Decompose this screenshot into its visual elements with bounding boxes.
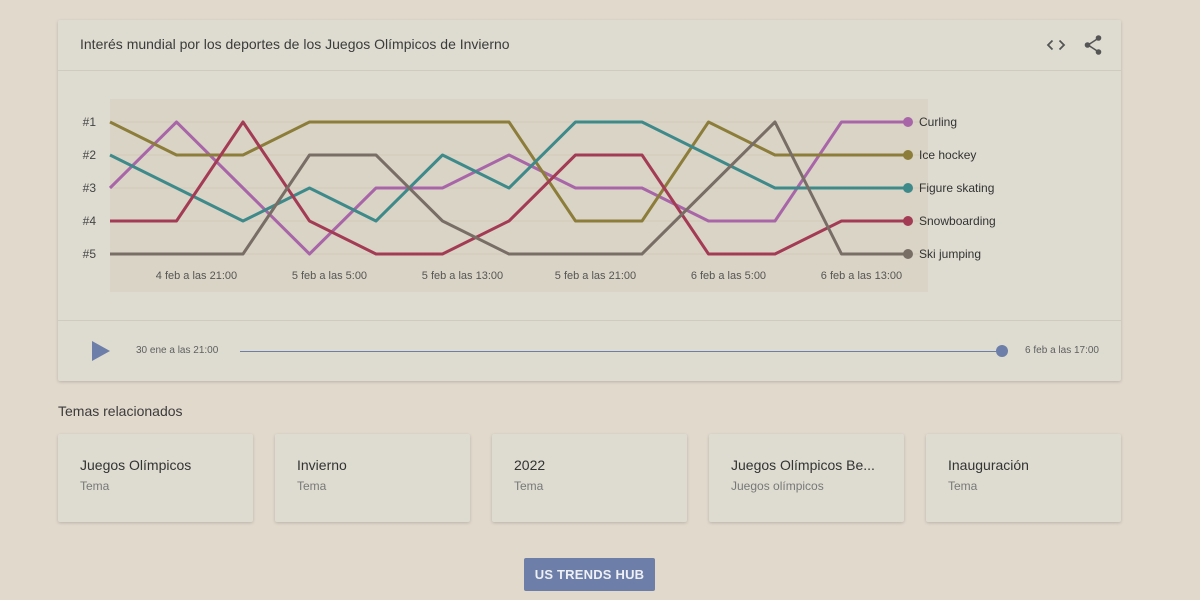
related-topic-card[interactable]: Juegos Olímpicos Tema: [58, 434, 253, 522]
series-end-point[interactable]: [903, 117, 913, 127]
x-tick-label: 6 feb a las 13:00: [821, 270, 902, 282]
series-line[interactable]: [110, 120, 908, 256]
chart-card: Interés mundial por los deportes de los …: [58, 20, 1121, 381]
topic-type: Tema: [297, 479, 327, 493]
series-end-point[interactable]: [903, 216, 913, 226]
related-topic-card[interactable]: 2022 Tema: [492, 434, 687, 522]
series-line[interactable]: [109, 120, 908, 223]
timeline-track[interactable]: [240, 351, 1002, 352]
topic-name: Juegos Olímpicos: [80, 457, 192, 473]
code-embed-icon[interactable]: [1044, 33, 1068, 57]
topic-name: 2022: [514, 457, 546, 473]
topic-type: Tema: [514, 479, 544, 493]
topic-type: Juegos olímpicos: [731, 479, 824, 493]
timeline-knob[interactable]: [996, 345, 1008, 357]
related-topic-card[interactable]: Invierno Tema: [275, 434, 470, 522]
chart-area: #1 #2 #3 #4 #5 4 feb a las 21:00 5 feb a las …: [58, 71, 1121, 320]
x-tick-label: 5 feb a las 5:00: [292, 270, 367, 282]
y-tick-label: #4: [83, 214, 97, 228]
series-label: Figure skating: [919, 181, 994, 195]
topic-name: Invierno: [297, 457, 347, 473]
topic-type: Tema: [80, 479, 110, 493]
related-topic-card[interactable]: Juegos Olímpicos Be... Juegos olímpicos: [709, 434, 904, 522]
related-topic-card[interactable]: Inauguración Tema: [926, 434, 1121, 522]
y-tick-label: #5: [83, 247, 97, 261]
y-tick-label: #2: [83, 148, 97, 162]
us-trends-hub-button[interactable]: US TRENDS HUB: [524, 558, 655, 591]
timeline: 30 ene a las 21:00 6 feb a las 17:00: [58, 320, 1121, 382]
x-tick-label: 5 feb a las 21:00: [555, 270, 636, 282]
bump-chart: #1 #2 #3 #4 #5 4 feb a las 21:00 5 feb a las …: [83, 99, 996, 292]
timeline-end-label: 6 feb a las 17:00: [1025, 345, 1099, 356]
share-icon[interactable]: [1081, 33, 1105, 57]
y-tick-label: #3: [83, 181, 97, 195]
related-topics-title: Temas relacionados: [58, 403, 183, 419]
series-end-point[interactable]: [903, 249, 913, 259]
card-header: Interés mundial por los deportes de los …: [58, 20, 1121, 71]
series-end-point[interactable]: [903, 183, 913, 193]
y-tick-label: #1: [83, 115, 97, 129]
series-end-point[interactable]: [903, 150, 913, 160]
chart-title: Interés mundial por los deportes de los …: [80, 36, 510, 52]
series-label: Ice hockey: [919, 148, 976, 162]
series-line[interactable]: [110, 120, 908, 256]
topic-name: Inauguración: [948, 457, 1029, 473]
x-tick-label: 6 feb a las 5:00: [691, 270, 766, 282]
series-label: Curling: [919, 115, 957, 129]
timeline-start-label: 30 ene a las 21:00: [136, 345, 219, 356]
series-label: Snowboarding: [919, 214, 996, 228]
series-line[interactable]: [109, 120, 908, 223]
series-label: Ski jumping: [919, 247, 981, 261]
topic-name: Juegos Olímpicos Be...: [731, 457, 875, 473]
plot-background: [110, 99, 928, 292]
series-line[interactable]: [108, 120, 908, 256]
x-tick-label: 5 feb a las 13:00: [422, 270, 503, 282]
play-icon[interactable]: [90, 339, 112, 363]
x-tick-label: 4 feb a las 21:00: [156, 270, 237, 282]
topic-type: Tema: [948, 479, 978, 493]
